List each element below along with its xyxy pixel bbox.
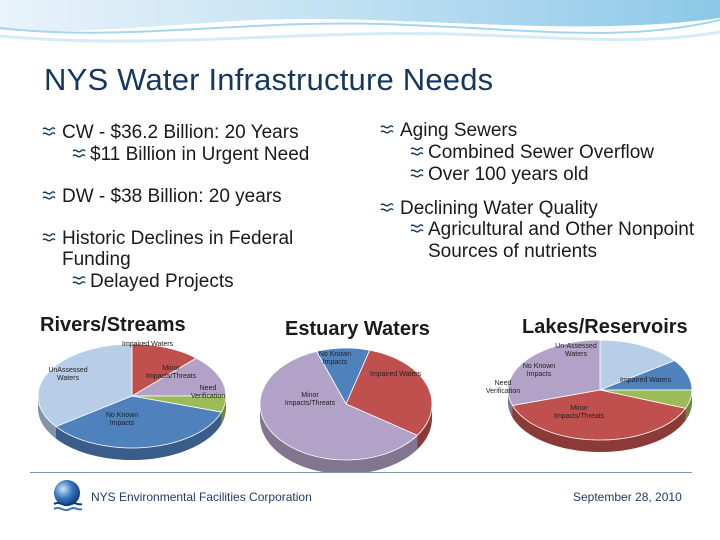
pie-slices [507,339,693,452]
wave-bullet-icon [410,168,424,178]
slide-title: NYS Water Infrastructure Needs [44,62,494,97]
pie-slice [599,339,676,391]
efc-globe-logo-icon [53,480,83,512]
pie-slice [130,357,227,397]
slice-label: Need Verification [190,385,226,400]
pie-slice-side [512,405,686,452]
wave-bullet-icon [72,149,86,158]
slice-label: Un-Assessed Waters [555,343,597,358]
wave-bullet-icon [410,147,424,156]
wave-bullet-icon [72,276,86,285]
pie-slice [345,349,433,436]
pie-slice-side [508,390,513,418]
left-bullet-list: CW - $36.2 Billion: 20 Years $11 Billion… [40,122,360,293]
bullet-cw: CW - $36.2 Billion: 20 Years [40,122,360,144]
pie-slice [37,343,133,428]
pie-slices [259,347,433,472]
pie-slices [37,343,227,460]
wave-bullet-icon [380,125,394,134]
slice-label: No Known Impacts [105,412,139,427]
bullet-water-quality: Declining Water Quality [378,198,708,220]
pie-slice [259,350,419,461]
bullet-aging-sewers: Aging Sewers [378,120,708,142]
slice-label: No Known Impacts [522,363,556,378]
bullet-dw: DW - $38 Billion: 20 years [40,186,360,208]
pie-slice [511,389,687,441]
slice-label: UnAssessed Waters [48,367,88,382]
pie-slice-side [260,404,418,472]
estuary-pie [259,347,433,472]
bullet-federal-funding: Historic Declines in Federal Funding [40,228,360,272]
sub-bullet-100-years: Over 100 years old [408,164,708,186]
header-wave-decoration [0,0,720,43]
wave-bullet-icon [410,224,424,233]
lakes-pie [507,339,693,452]
lakes-reservoirs-chart: Lakes/Reservoirs Un-Assessed Waters No K… [480,308,710,468]
chart-title: Lakes/Reservoirs [522,316,688,338]
sub-bullet-urgent: $11 Billion in Urgent Need [70,144,360,166]
footer-divider [30,472,692,473]
footer-date: September 28, 2010 [573,490,682,504]
pie-slice [507,339,601,406]
wave-bullet-icon [42,127,56,136]
wave-bullet-icon [380,202,394,212]
pie-slice [55,395,223,449]
sub-bullet-nonpoint: Agricultural and Other Nonpoint Sources … [408,219,708,263]
pie-slice-side [38,396,56,439]
chart-title: Estuary Waters [285,318,430,340]
slice-label: Minor Impacts/Threats [554,405,605,420]
slice-label: Impaired Waters [122,341,174,348]
wave-bullet-icon [42,190,56,200]
rivers-streams-chart: Rivers/Streams Impaired Waters Minor Imp… [30,308,240,468]
slice-label: Minor Impacts/Threats [146,365,197,380]
pie-slice-side [221,396,226,425]
pie-slice-side [55,412,222,460]
slice-label: Need Verification [485,380,521,395]
slice-label: Impaired Waters [370,371,422,378]
chart-title: Rivers/Streams [40,314,186,336]
footer-organization: NYS Environmental Facilities Corporation [91,490,312,504]
sub-bullet-delayed: Delayed Projects [70,271,360,293]
right-bullet-list: Aging Sewers Combined Sewer Overflow Ove… [378,120,708,263]
sub-bullet-cso: Combined Sewer Overflow [408,142,708,164]
wave-bullet-icon [42,232,56,242]
slice-label: No Known Impacts [318,351,352,366]
estuary-waters-chart: Estuary Waters No Known Impacts Impaired… [250,308,450,472]
rivers-pie [37,343,227,460]
slice-label: Impaired Waters [620,377,672,384]
slice-label: Minor Impacts/Threats [284,392,336,407]
pie-slice-side [685,390,692,421]
pie-slice [131,343,198,397]
